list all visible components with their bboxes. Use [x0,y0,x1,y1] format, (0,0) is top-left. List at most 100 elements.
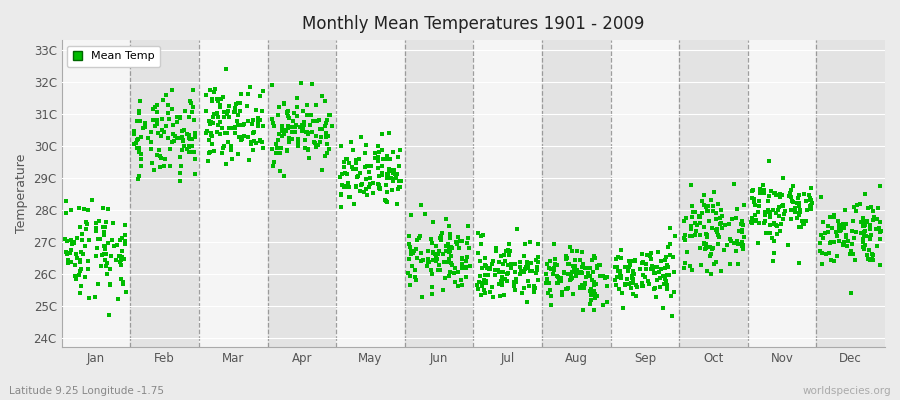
Point [276,100,291,107]
Point [703,253,717,260]
Point [256,144,271,151]
Point [379,152,393,159]
Point [822,249,836,256]
Point [311,117,326,124]
Point [635,282,650,289]
Point [248,138,262,145]
Point [819,251,833,258]
Point [253,116,267,123]
Point [144,146,158,152]
Point [101,206,115,212]
Point [790,215,805,221]
Point [340,179,355,186]
Point [530,266,544,273]
Point [525,268,539,274]
Point [544,293,558,299]
Point [276,130,291,137]
Point [517,285,531,291]
Point [81,207,95,214]
Point [287,129,302,136]
Point [231,134,246,140]
Point [508,261,522,268]
Point [655,304,670,311]
Point [65,240,79,247]
Point [840,243,854,249]
Point [348,182,363,189]
Point [144,128,158,135]
Point [620,276,634,282]
Point [313,126,328,132]
Point [309,144,323,150]
Point [813,240,827,246]
Point [127,141,141,147]
Point [238,121,252,127]
Point [788,205,802,211]
Point [865,250,879,257]
Point [335,182,349,189]
Point [302,155,317,162]
Point [856,244,870,250]
Point [650,277,664,283]
Point [587,306,601,313]
Point [735,238,750,245]
Point [857,223,871,229]
Point [459,274,473,280]
Point [583,292,598,298]
Point [856,215,870,222]
Point [588,295,602,302]
Point [473,258,488,264]
Point [416,257,430,264]
Point [685,267,699,273]
Bar [405,40,473,347]
Point [433,235,447,241]
Point [322,112,337,118]
Point [176,143,191,150]
Point [255,108,269,114]
Point [716,213,730,220]
Point [234,133,248,140]
Point [205,98,220,105]
Point [792,206,806,213]
Point [246,116,260,123]
Point [115,248,130,254]
Point [414,258,428,264]
Point [103,281,117,287]
Point [471,230,485,236]
Point [256,88,270,94]
Point [847,256,861,263]
Point [402,233,417,239]
Point [116,281,130,288]
Point [731,261,745,267]
Point [392,147,407,153]
Point [409,246,423,252]
Point [349,157,364,164]
Point [593,272,608,279]
Point [578,280,592,287]
Point [166,138,180,145]
Point [282,115,296,121]
Point [526,283,541,289]
Point [315,167,329,174]
Point [248,140,263,146]
Point [512,270,526,277]
Point [100,260,114,266]
Point [382,168,396,174]
Point [173,178,187,184]
Point [763,188,778,194]
Point [587,278,601,285]
Point [685,233,699,239]
Point [429,255,444,261]
Point [403,272,418,279]
Point [296,125,310,131]
Point [253,138,267,144]
Point [359,186,374,192]
Point [401,256,416,262]
Point [644,266,658,272]
Point [175,128,189,135]
Point [493,293,508,299]
Point [279,128,293,134]
Point [205,132,220,139]
Point [147,167,161,174]
Point [403,212,418,218]
Point [859,232,873,239]
